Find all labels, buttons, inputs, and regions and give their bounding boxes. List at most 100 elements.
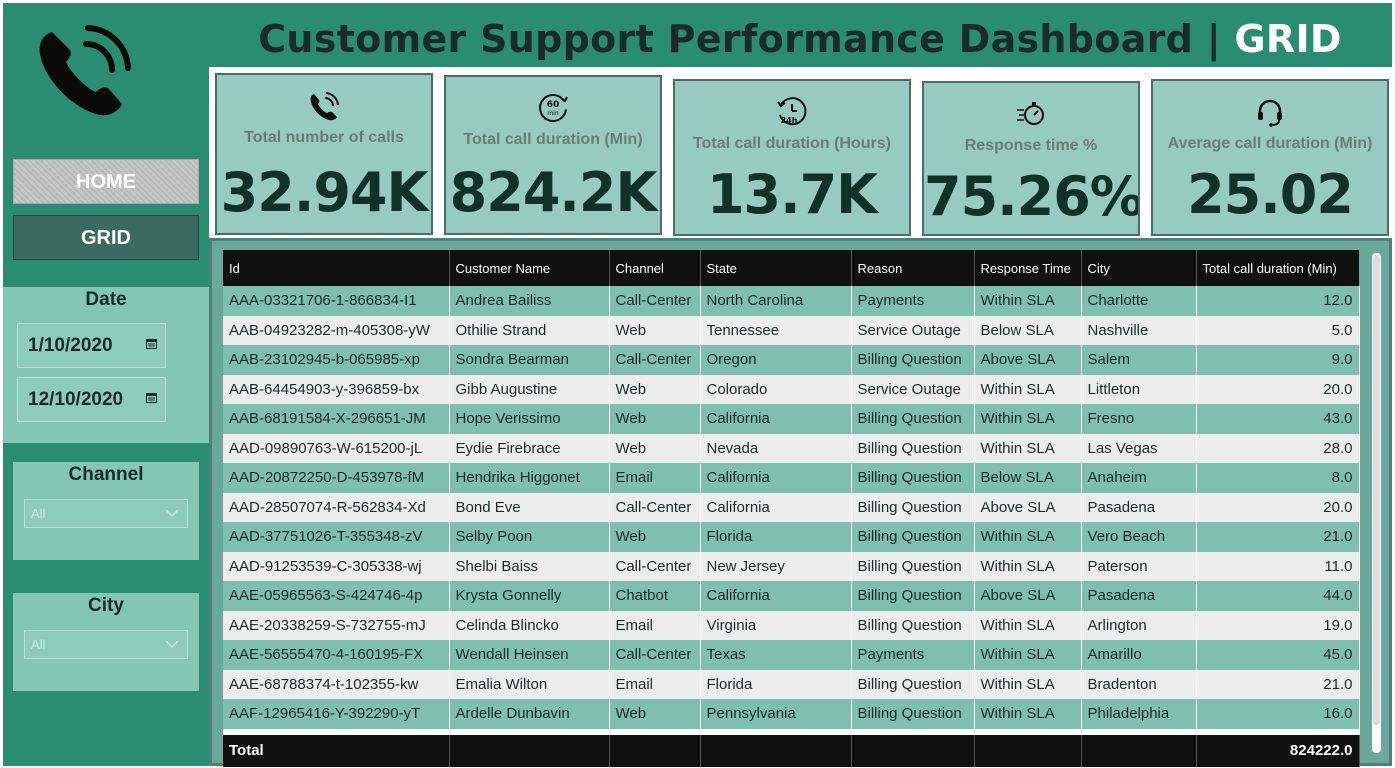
table-cell: Hope Verissimo: [449, 404, 610, 434]
table-cell: Anaheim: [1081, 463, 1197, 493]
column-header-response-time[interactable]: Response Time: [974, 250, 1082, 286]
vertical-scrollbar[interactable]: [1372, 253, 1381, 753]
table-cell: Pasadena: [1081, 581, 1197, 611]
table-cell: Web: [609, 522, 701, 552]
24h-clock-icon: 24h: [777, 97, 807, 126]
table-cell: Within SLA: [974, 374, 1082, 404]
city-filter-panel: City All: [13, 593, 199, 691]
column-header-total-duration[interactable]: Total call duration (Min): [1196, 250, 1359, 286]
table-cell: Call-Center: [609, 345, 701, 375]
column-header-state[interactable]: State: [700, 250, 852, 286]
table-cell: Email: [609, 669, 701, 699]
table-cell: 12.0: [1196, 286, 1360, 316]
table-row[interactable]: AAB-23102945-b-065985-xp Sondra Bearman Ca…: [223, 345, 1360, 375]
table-row[interactable]: AAD-91253539-C-305338-wj Shelbi Baiss Call…: [223, 551, 1360, 581]
table-cell: Within SLA: [974, 522, 1082, 552]
table-cell: Florida: [700, 522, 852, 552]
table-cell: AAE-68788374-t-102355-kw: [223, 669, 450, 699]
table-cell: Bradenton: [1081, 669, 1197, 699]
table-cell: Las Vegas: [1081, 433, 1197, 463]
table-row[interactable]: AAE-68788374-t-102355-kw Emalia Wilton Ema…: [223, 669, 1360, 699]
table-cell: 9.0: [1196, 345, 1360, 375]
phone-icon: [310, 92, 339, 121]
table-row[interactable]: AAF-12965416-Y-392290-yT Ardelle Dunbavin…: [223, 699, 1360, 729]
data-grid-panel: Id Customer Name Channel State Reason Re…: [209, 238, 1392, 767]
total-value: 824222.0: [1196, 734, 1360, 767]
table-cell: Billing Question: [851, 522, 975, 552]
total-label: Total: [223, 734, 450, 767]
start-date-input[interactable]: 1/10/2020: [17, 323, 166, 368]
table-cell: Above SLA: [974, 492, 1082, 522]
table-cell: Billing Question: [851, 669, 975, 699]
table-cell: Below SLA: [974, 463, 1082, 493]
home-button[interactable]: HOME: [13, 159, 199, 204]
column-header-customer-name[interactable]: Customer Name: [449, 250, 610, 286]
column-header-channel[interactable]: Channel: [609, 250, 701, 286]
table-cell: Billing Question: [851, 551, 975, 581]
end-date-value: 12/10/2020: [28, 389, 124, 410]
page-title: Customer Support Performance Dashboard |…: [258, 17, 1342, 61]
column-header-city[interactable]: City: [1081, 250, 1197, 286]
table-cell: AAB-04923282-m-405308-yW: [223, 315, 450, 345]
table-cell: Selby Poon: [449, 522, 610, 552]
table-cell: Web: [609, 315, 701, 345]
table-row[interactable]: AAA-03321706-1-866834-I1 Andrea Bailiss Ca…: [223, 286, 1360, 316]
channel-filter-panel: Channel All: [13, 462, 199, 560]
table-cell: Within SLA: [974, 286, 1082, 316]
table-cell: Florida: [700, 669, 852, 699]
table-cell: AAD-20872250-D-453978-fM: [223, 463, 450, 493]
table-cell: Shelbi Baiss: [449, 551, 610, 581]
table-row[interactable]: AAD-20872250-D-453978-fM Hendrika Higgone…: [223, 463, 1360, 493]
table-row[interactable]: AAD-09890763-W-615200-jL Eydie Firebrace W…: [223, 433, 1360, 463]
table-cell: Billing Question: [851, 463, 975, 493]
chevron-down-icon: [165, 640, 179, 649]
table-row[interactable]: AAD-37751026-T-355348-zV Selby Poon Web Flo…: [223, 522, 1360, 552]
table-cell: Call-Center: [609, 640, 701, 670]
table-cell: Billing Question: [851, 581, 975, 611]
grid-button[interactable]: GRID: [13, 215, 199, 260]
end-date-input[interactable]: 12/10/2020: [17, 377, 166, 422]
table-cell: Virginia: [700, 610, 852, 640]
column-header-reason[interactable]: Reason: [851, 250, 975, 286]
table-row[interactable]: AAB-04923282-m-405308-yW Othilie Strand We…: [223, 315, 1360, 345]
kpi-value: 13.7K: [706, 163, 878, 226]
table-cell: Call-Center: [609, 286, 701, 316]
table-cell: California: [700, 492, 852, 522]
city-dropdown[interactable]: All: [24, 630, 188, 659]
table-cell: Email: [609, 610, 701, 640]
scrollbar-thumb[interactable]: [1373, 255, 1380, 725]
table-cell: 20.0: [1196, 492, 1360, 522]
kpi-card-duration-hours: 24h Total call duration (Hours) 13.7K: [673, 79, 911, 236]
table-row[interactable]: AAE-05965563-S-424746-4p Krysta Gonnelly C…: [223, 581, 1360, 611]
table-cell: Call-Center: [609, 492, 701, 522]
channel-filter-title: Channel: [68, 464, 144, 485]
table-row[interactable]: AAB-68191584-X-296651-JM Hope Verissimo We…: [223, 404, 1360, 434]
table-cell: Texas: [700, 640, 852, 670]
svg-text:60: 60: [547, 100, 560, 110]
table-cell: California: [700, 463, 852, 493]
table-row[interactable]: AAE-20338259-S-732755-mJ Celinda Blincko E…: [223, 610, 1360, 640]
table-cell: Othilie Strand: [449, 315, 610, 345]
table-cell: 28.0: [1196, 433, 1360, 463]
table-cell: Charlotte: [1081, 286, 1197, 316]
table-cell: AAD-28507074-R-562834-Xd: [223, 492, 450, 522]
table-cell: Andrea Bailiss: [449, 286, 610, 316]
table-cell: Service Outage: [851, 315, 975, 345]
table-row[interactable]: AAB-64454903-y-396859-bx Gibb Augustine We…: [223, 374, 1360, 404]
column-header-id[interactable]: Id: [223, 250, 450, 286]
table-row[interactable]: AAE-56555470-4-160195-FX Wendall Heinsen C…: [223, 640, 1360, 670]
table-cell: 21.0: [1196, 522, 1360, 552]
kpi-label: Response time %: [964, 137, 1098, 154]
table-cell: Pennsylvania: [700, 699, 852, 729]
kpi-card-response-time: Response time % 75.26%: [922, 81, 1140, 236]
table-row[interactable]: AAD-28507074-R-562834-Xd Bond Eve Call-Cen…: [223, 492, 1360, 522]
table-cell: AAD-91253539-C-305338-wj: [223, 551, 450, 581]
table-cell: Hendrika Higgonet: [449, 463, 610, 493]
table-cell: AAE-20338259-S-732755-mJ: [223, 610, 450, 640]
table-cell: Email: [609, 463, 701, 493]
channel-dropdown[interactable]: All: [24, 499, 188, 528]
kpi-value: 824.2K: [449, 161, 658, 224]
table-cell: Nashville: [1081, 315, 1197, 345]
city-filter-title: City: [88, 595, 124, 616]
table-cell: Within SLA: [974, 551, 1082, 581]
